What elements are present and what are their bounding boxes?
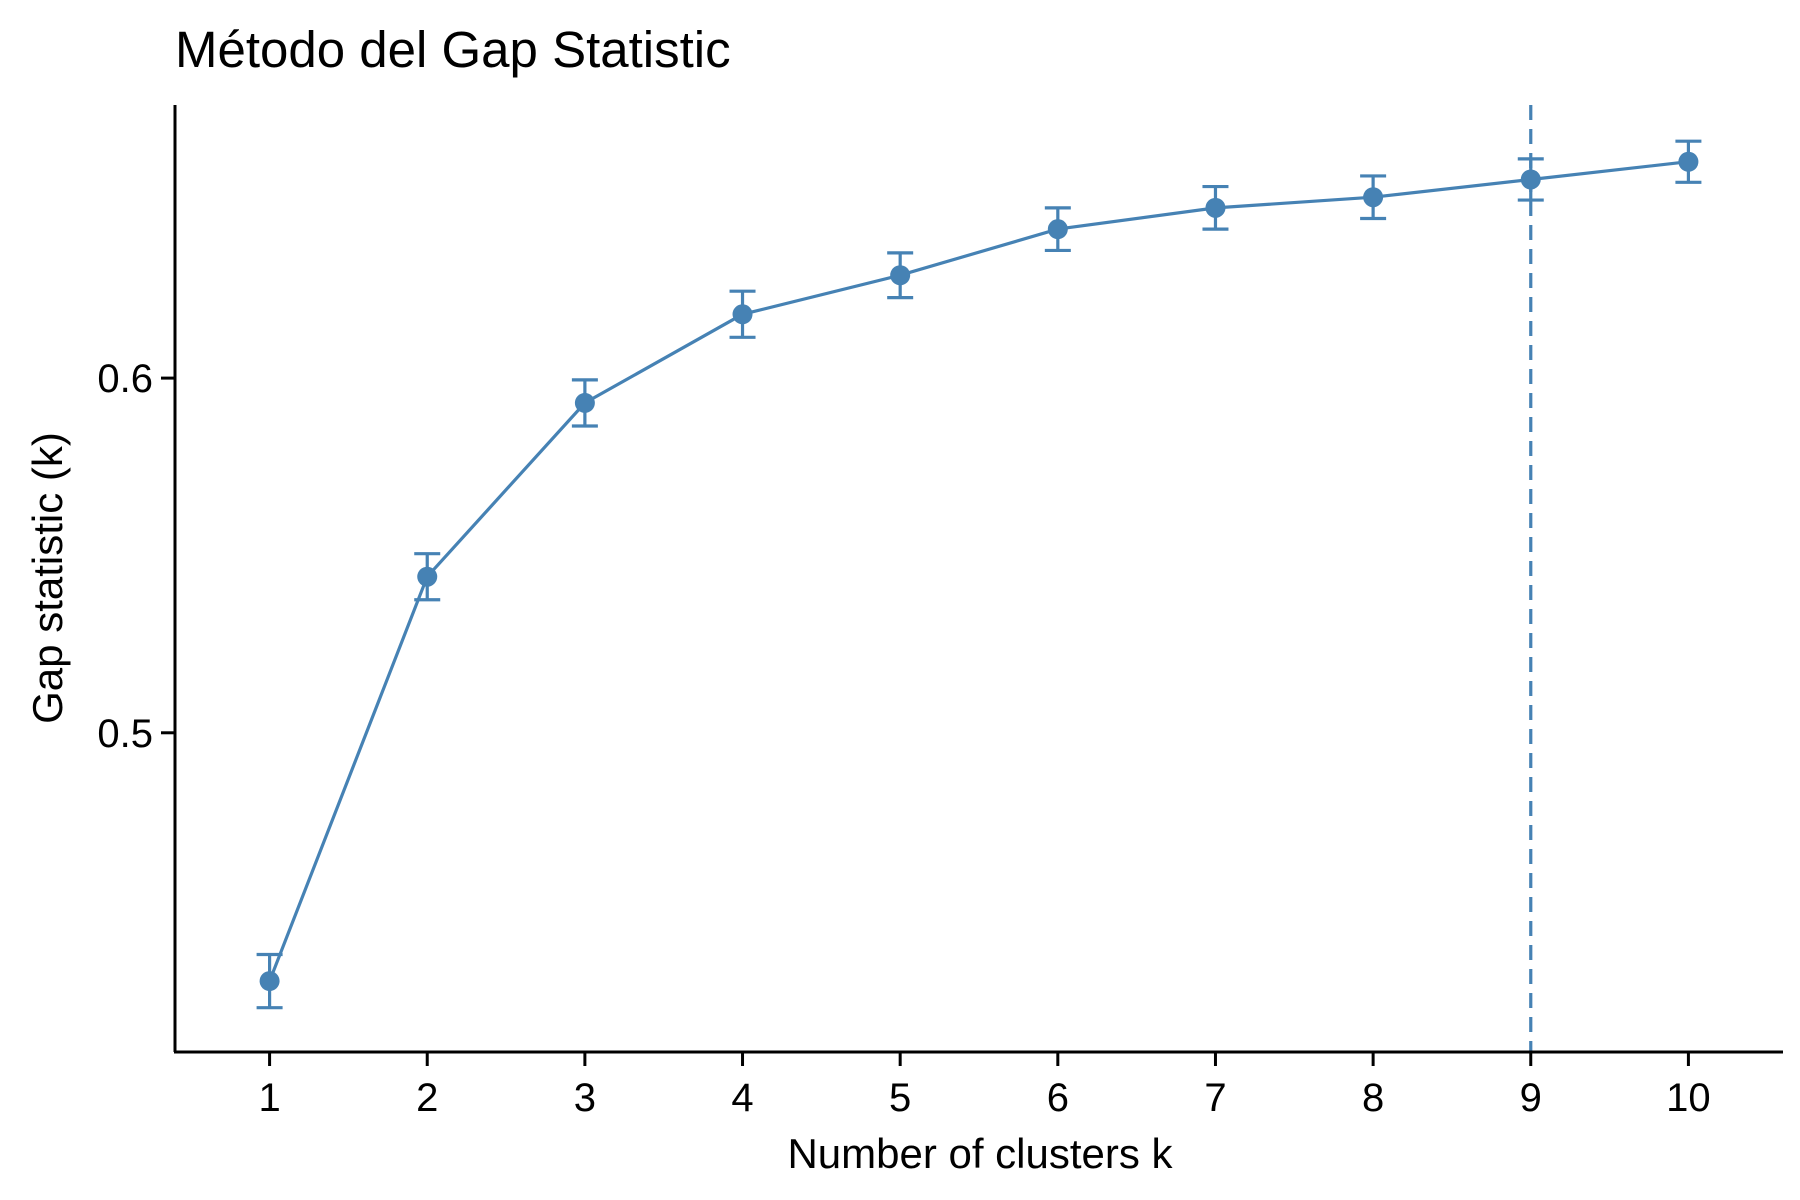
data-point <box>574 392 595 413</box>
x-tick-label: 9 <box>1520 1076 1542 1120</box>
x-tick-label: 2 <box>416 1076 438 1120</box>
y-axis-label: Gap statistic (k) <box>24 432 71 724</box>
data-point <box>417 566 438 587</box>
x-tick-label: 7 <box>1204 1076 1226 1120</box>
data-point <box>1047 219 1068 240</box>
x-tick-label: 3 <box>574 1076 596 1120</box>
chart-title: Método del Gap Statistic <box>175 21 731 78</box>
data-point <box>890 265 911 286</box>
y-tick-label: 0.5 <box>97 712 153 756</box>
data-point <box>1678 151 1699 172</box>
y-axis-ticks: 0.5 0.6 <box>97 357 175 756</box>
x-axis-ticks: 1 2 3 4 5 6 7 8 9 10 <box>258 1052 1711 1120</box>
x-tick-label: 1 <box>258 1076 280 1120</box>
x-axis-label: Number of clusters k <box>787 1130 1173 1177</box>
x-tick-label: 8 <box>1362 1076 1384 1120</box>
data-point <box>732 304 753 325</box>
x-tick-label: 5 <box>889 1076 911 1120</box>
x-tick-label: 4 <box>731 1076 753 1120</box>
x-tick-label: 10 <box>1666 1076 1711 1120</box>
plot-area <box>256 105 1702 1052</box>
data-point <box>1363 187 1384 208</box>
data-point <box>1205 197 1226 218</box>
data-point <box>259 971 280 992</box>
y-tick-label: 0.6 <box>97 357 153 401</box>
data-point <box>1520 169 1541 190</box>
series-line <box>268 160 1689 982</box>
x-tick-label: 6 <box>1047 1076 1069 1120</box>
